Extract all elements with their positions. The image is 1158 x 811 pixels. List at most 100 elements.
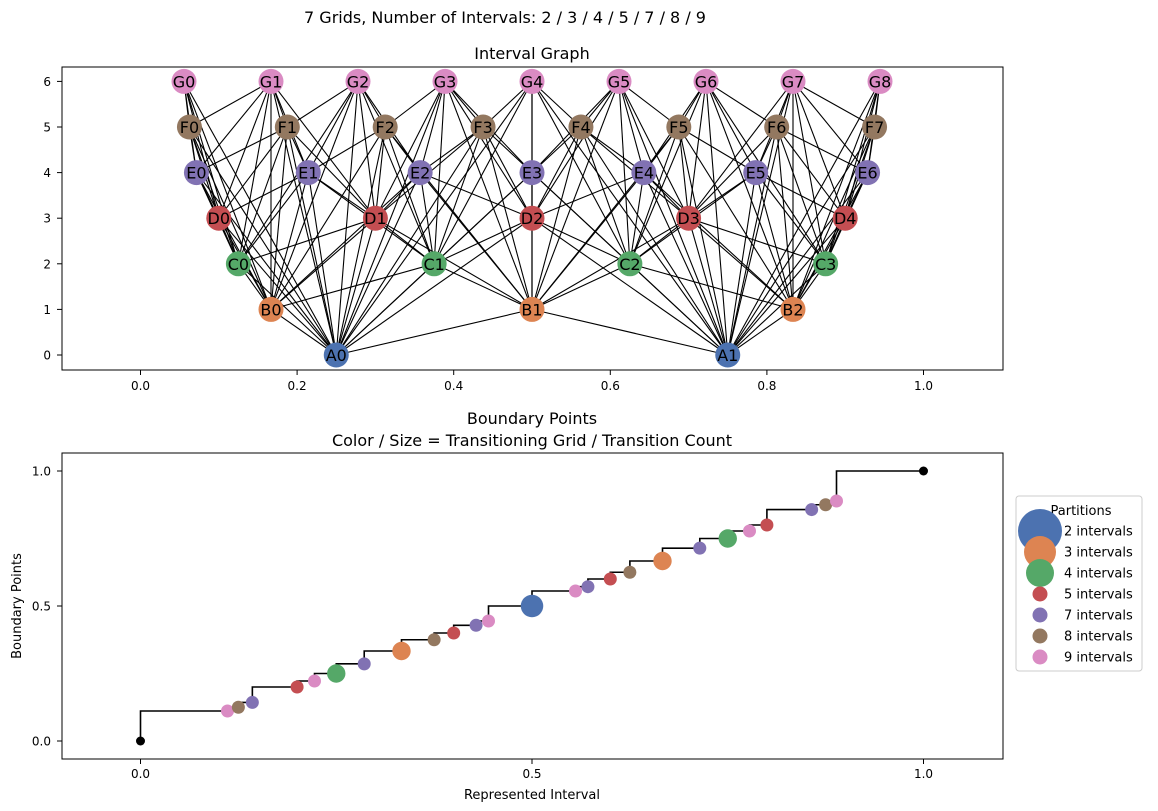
boundary-point: [231, 700, 245, 714]
legend-marker: [1032, 607, 1048, 623]
graph-edge: [335, 81, 359, 356]
graph-edge: [727, 172, 869, 356]
graph-edge: [688, 81, 707, 219]
graph-edge: [755, 172, 794, 310]
boundary-point: [245, 695, 259, 709]
graph-edge: [705, 80, 777, 128]
graph-edge: [531, 81, 729, 356]
graph-node-a0: [323, 342, 349, 368]
interval-graph-y-axis: 0 1 2 3 4 5 6: [43, 75, 62, 363]
y-tick-label: 3: [43, 212, 51, 226]
graph-edge: [237, 172, 309, 265]
graph-edge: [776, 126, 794, 310]
graph-edge: [629, 126, 680, 264]
boundary-point: [308, 674, 321, 688]
graph-node-label: C0: [228, 255, 249, 274]
graph-edge: [531, 217, 689, 310]
graph-edge: [307, 81, 359, 173]
graph-edge: [755, 172, 827, 265]
y-tick-label: 1.0: [32, 465, 51, 479]
graph-edge: [357, 81, 435, 265]
boundary-point: [447, 626, 461, 640]
graph-edge: [618, 81, 631, 264]
graph-node-g6: [693, 68, 719, 94]
graph-edge: [678, 126, 756, 174]
boundary-point: [760, 518, 774, 532]
graph-edge: [678, 126, 794, 310]
x-tick-label: 0.0: [131, 767, 150, 781]
legend-marker: [1024, 536, 1056, 568]
graph-edge: [183, 81, 239, 264]
graph-edge: [433, 263, 533, 310]
graph-node-d4: [832, 205, 858, 231]
graph-node-e0: [183, 160, 209, 186]
y-tick-label: 0.5: [32, 600, 51, 614]
graph-edge: [792, 81, 827, 264]
graph-edge: [727, 126, 778, 356]
graph-edge: [270, 217, 376, 310]
graph-node-label: F5: [669, 118, 688, 137]
boundary-point: [221, 704, 234, 718]
graph-node-label: F3: [473, 118, 492, 137]
boundary-point: [520, 594, 544, 618]
x-tick-label: 1.0: [914, 767, 933, 781]
graph-node-label: B2: [782, 300, 803, 319]
graph-node-c0: [225, 251, 251, 277]
graph-edge: [335, 217, 533, 356]
graph-edge: [270, 126, 386, 310]
graph-edge: [335, 218, 376, 356]
graph-edge: [270, 308, 337, 356]
graph-edge: [844, 81, 881, 219]
graph-node-label: F6: [767, 118, 786, 137]
graph-edge: [419, 126, 484, 174]
graph-node-c3: [813, 251, 839, 277]
graph-node-label: C1: [423, 255, 444, 274]
interval-graph-subplot: Interval Graph A0 A1 B0 B1 B2 C0 C1 C2 C3 D0 D1 D2 D…: [43, 44, 1004, 393]
graph-edge: [270, 172, 309, 310]
y-tick-label: 1: [43, 303, 51, 317]
graph-edge: [727, 308, 794, 356]
boundary-point: [357, 657, 371, 671]
graph-node-label: E0: [186, 164, 206, 183]
x-tick-label: 0.0: [131, 379, 150, 393]
graph-node-d2: [519, 205, 545, 231]
graph-edge: [792, 81, 868, 173]
x-tick-label: 0.5: [522, 767, 541, 781]
graph-edge: [336, 308, 533, 356]
boundary-points-ylabel: Boundary Points: [10, 553, 25, 659]
graph-edge: [618, 80, 680, 128]
graph-edge: [419, 172, 533, 219]
graph-edge: [375, 217, 533, 310]
graph-edge: [307, 172, 337, 356]
graph-edge: [643, 172, 729, 356]
y-tick-label: 5: [43, 121, 51, 135]
graph-node-a1: [715, 342, 741, 368]
graph-edge: [688, 218, 729, 356]
x-tick-label: 0.2: [288, 379, 307, 393]
legend-label: 2 intervals: [1064, 525, 1133, 540]
graph-edge: [531, 308, 728, 356]
graph-edge: [419, 81, 446, 173]
graph-edge: [270, 81, 359, 310]
legend: Partitions 2 intervals 3 intervals 4 inter…: [1015, 495, 1143, 672]
graph-edge: [629, 263, 794, 310]
boundary-point: [623, 565, 637, 579]
graph-node-d1: [362, 205, 388, 231]
boundary-point: [392, 641, 411, 661]
graph-node-label: G4: [521, 72, 544, 91]
graph-edge: [792, 172, 869, 310]
graph-node-label: G1: [260, 72, 283, 91]
graph-edge: [705, 81, 757, 173]
graph-edge: [218, 172, 309, 219]
boundary-point: [569, 584, 582, 598]
graph-edge: [825, 126, 876, 264]
x-tick-label: 0.4: [444, 379, 463, 393]
graph-edge: [188, 126, 337, 356]
graph-node-e2: [407, 160, 433, 186]
graph-node-f4: [568, 114, 594, 140]
graph-edge: [688, 217, 826, 265]
graph-node-d0: [206, 205, 232, 231]
graph-node-label: E1: [298, 164, 318, 183]
graph-edge: [688, 172, 757, 219]
graph-edge: [195, 172, 337, 356]
